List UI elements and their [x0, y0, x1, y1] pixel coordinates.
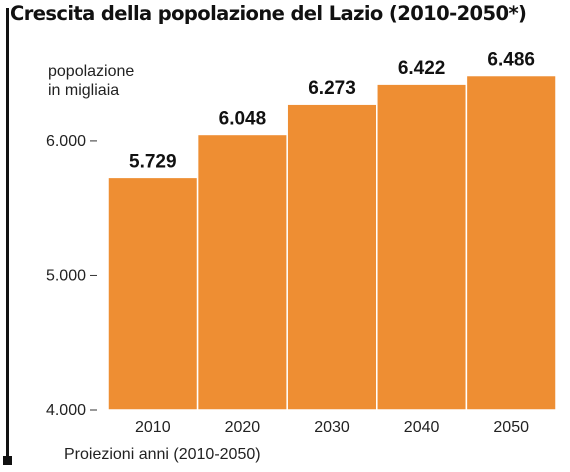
- value-label-2030: 6.273: [308, 78, 356, 99]
- y-axis-label: popolazione in migliaia: [48, 62, 134, 100]
- bar-2020: [196, 133, 288, 411]
- value-label-2020: 6.048: [219, 108, 267, 129]
- y-axis-label-line-1: popolazione: [48, 63, 135, 80]
- chart-title: Crescita della popolazione del Lazio (20…: [10, 2, 527, 25]
- x-tick-label-2050: 2050: [493, 419, 529, 436]
- y-axis-label-line-2: in migliaia: [48, 82, 120, 99]
- bar-2050: [465, 74, 557, 411]
- x-tick-label-2020: 2020: [225, 419, 261, 436]
- left-accent-bar-cap: [3, 456, 12, 465]
- y-tick-label: 6.000: [46, 133, 86, 150]
- value-label-2040: 6.422: [398, 58, 446, 79]
- bar-2030: [286, 103, 378, 411]
- x-tick-label-2010: 2010: [135, 419, 171, 436]
- left-accent-bar: [6, 8, 9, 460]
- y-tick-label: 4.000: [46, 402, 86, 419]
- chart-footnote: Proiezioni anni (2010-2050): [64, 446, 261, 463]
- bar-2040: [376, 83, 468, 411]
- x-tick-label-2030: 2030: [314, 419, 350, 436]
- x-tick-label-2040: 2040: [404, 419, 440, 436]
- bar-2010: [107, 176, 199, 411]
- value-label-2050: 6.486: [487, 50, 535, 71]
- value-label-2010: 5.729: [129, 151, 177, 172]
- y-tick-label: 5.000: [46, 267, 86, 284]
